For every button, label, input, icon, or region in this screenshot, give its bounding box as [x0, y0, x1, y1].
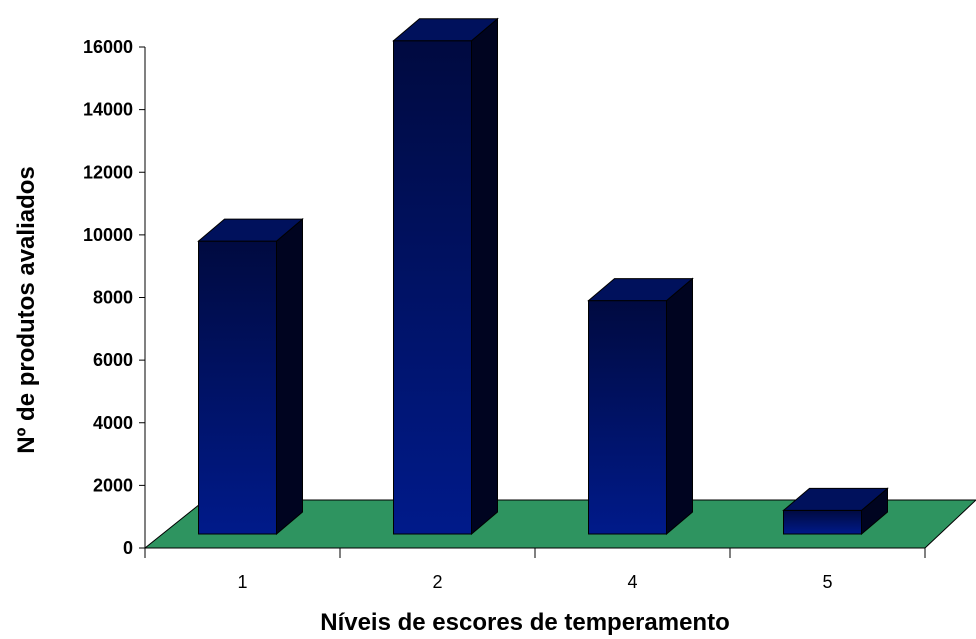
bar-1 [197, 218, 304, 536]
bar-5 [782, 487, 889, 536]
y-tick-label: 8000 [93, 288, 133, 308]
bar-top-face [782, 487, 889, 511]
bar-front-face [198, 240, 277, 535]
bar-front-face [783, 509, 862, 535]
y-tick-label: 16000 [83, 37, 133, 57]
y-tick-label: 4000 [93, 413, 133, 433]
y-axis-title: Nº de produtos avaliados [13, 166, 40, 453]
x-category-label: 4 [627, 572, 637, 592]
y-tick-label: 12000 [83, 162, 133, 182]
x-axis-title: Níveis de escores de temperamento [320, 609, 730, 636]
x-category-label: 5 [822, 572, 832, 592]
bar-2 [392, 17, 499, 536]
y-tick-label: 2000 [93, 475, 133, 495]
bar-side-face [276, 218, 303, 536]
bar-front-face [393, 40, 472, 535]
bar-top-face [197, 218, 304, 242]
bar-front-face [588, 300, 667, 535]
bar-top-face [587, 278, 694, 302]
bar-top-face [392, 18, 499, 42]
bar-4 [587, 277, 694, 536]
x-category-label: 1 [237, 572, 247, 592]
x-category-label: 2 [432, 572, 442, 592]
y-tick-label: 6000 [93, 350, 133, 370]
y-tick-label: 10000 [83, 225, 133, 245]
y-tick-label: 14000 [83, 100, 133, 120]
bar-side-face [666, 277, 693, 536]
bar-side-face [471, 17, 498, 536]
y-tick-label: 0 [123, 538, 133, 558]
